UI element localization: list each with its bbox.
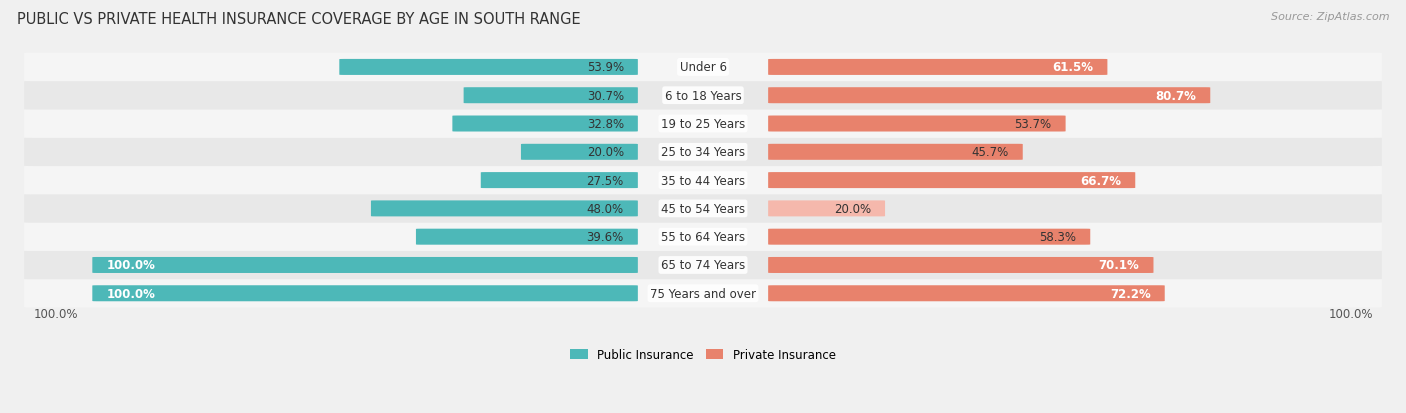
- Text: 35 to 44 Years: 35 to 44 Years: [661, 174, 745, 187]
- FancyBboxPatch shape: [24, 110, 1382, 138]
- Text: 25 to 34 Years: 25 to 34 Years: [661, 146, 745, 159]
- Text: 55 to 64 Years: 55 to 64 Years: [661, 230, 745, 244]
- FancyBboxPatch shape: [24, 138, 1382, 167]
- FancyBboxPatch shape: [464, 88, 638, 104]
- FancyBboxPatch shape: [768, 229, 1090, 245]
- Text: 53.7%: 53.7%: [1015, 118, 1052, 131]
- FancyBboxPatch shape: [768, 116, 1066, 132]
- Text: Under 6: Under 6: [679, 61, 727, 74]
- FancyBboxPatch shape: [768, 285, 1164, 301]
- Text: 58.3%: 58.3%: [1039, 230, 1076, 244]
- Text: 72.2%: 72.2%: [1109, 287, 1150, 300]
- FancyBboxPatch shape: [768, 173, 1135, 189]
- FancyBboxPatch shape: [24, 279, 1382, 308]
- FancyBboxPatch shape: [24, 166, 1382, 195]
- FancyBboxPatch shape: [339, 60, 638, 76]
- Text: 32.8%: 32.8%: [586, 118, 624, 131]
- FancyBboxPatch shape: [416, 229, 638, 245]
- Text: 100.0%: 100.0%: [107, 259, 155, 272]
- FancyBboxPatch shape: [768, 257, 1153, 273]
- Text: 30.7%: 30.7%: [586, 90, 624, 102]
- Text: Source: ZipAtlas.com: Source: ZipAtlas.com: [1271, 12, 1389, 22]
- FancyBboxPatch shape: [453, 116, 638, 132]
- FancyBboxPatch shape: [371, 201, 638, 217]
- Text: 65 to 74 Years: 65 to 74 Years: [661, 259, 745, 272]
- Text: 27.5%: 27.5%: [586, 174, 624, 187]
- FancyBboxPatch shape: [24, 54, 1382, 82]
- FancyBboxPatch shape: [768, 145, 1022, 160]
- Text: 39.6%: 39.6%: [586, 230, 624, 244]
- FancyBboxPatch shape: [93, 285, 638, 301]
- Text: 6 to 18 Years: 6 to 18 Years: [665, 90, 741, 102]
- Text: 100.0%: 100.0%: [107, 287, 155, 300]
- Legend: Public Insurance, Private Insurance: Public Insurance, Private Insurance: [565, 343, 841, 366]
- FancyBboxPatch shape: [24, 223, 1382, 252]
- Text: 45 to 54 Years: 45 to 54 Years: [661, 202, 745, 215]
- Text: 70.1%: 70.1%: [1098, 259, 1139, 272]
- FancyBboxPatch shape: [24, 251, 1382, 280]
- Text: PUBLIC VS PRIVATE HEALTH INSURANCE COVERAGE BY AGE IN SOUTH RANGE: PUBLIC VS PRIVATE HEALTH INSURANCE COVER…: [17, 12, 581, 27]
- Text: 61.5%: 61.5%: [1053, 61, 1094, 74]
- FancyBboxPatch shape: [24, 82, 1382, 110]
- FancyBboxPatch shape: [768, 201, 884, 217]
- Text: 75 Years and over: 75 Years and over: [650, 287, 756, 300]
- Text: 66.7%: 66.7%: [1080, 174, 1121, 187]
- FancyBboxPatch shape: [768, 88, 1211, 104]
- Text: 20.0%: 20.0%: [834, 202, 872, 215]
- Text: 48.0%: 48.0%: [586, 202, 624, 215]
- Text: 100.0%: 100.0%: [1329, 307, 1372, 320]
- Text: 80.7%: 80.7%: [1156, 90, 1197, 102]
- Text: 20.0%: 20.0%: [586, 146, 624, 159]
- Text: 53.9%: 53.9%: [586, 61, 624, 74]
- FancyBboxPatch shape: [93, 257, 638, 273]
- FancyBboxPatch shape: [522, 145, 638, 160]
- Text: 19 to 25 Years: 19 to 25 Years: [661, 118, 745, 131]
- Text: 100.0%: 100.0%: [34, 307, 77, 320]
- FancyBboxPatch shape: [24, 195, 1382, 223]
- Text: 45.7%: 45.7%: [972, 146, 1008, 159]
- FancyBboxPatch shape: [768, 60, 1108, 76]
- FancyBboxPatch shape: [481, 173, 638, 189]
